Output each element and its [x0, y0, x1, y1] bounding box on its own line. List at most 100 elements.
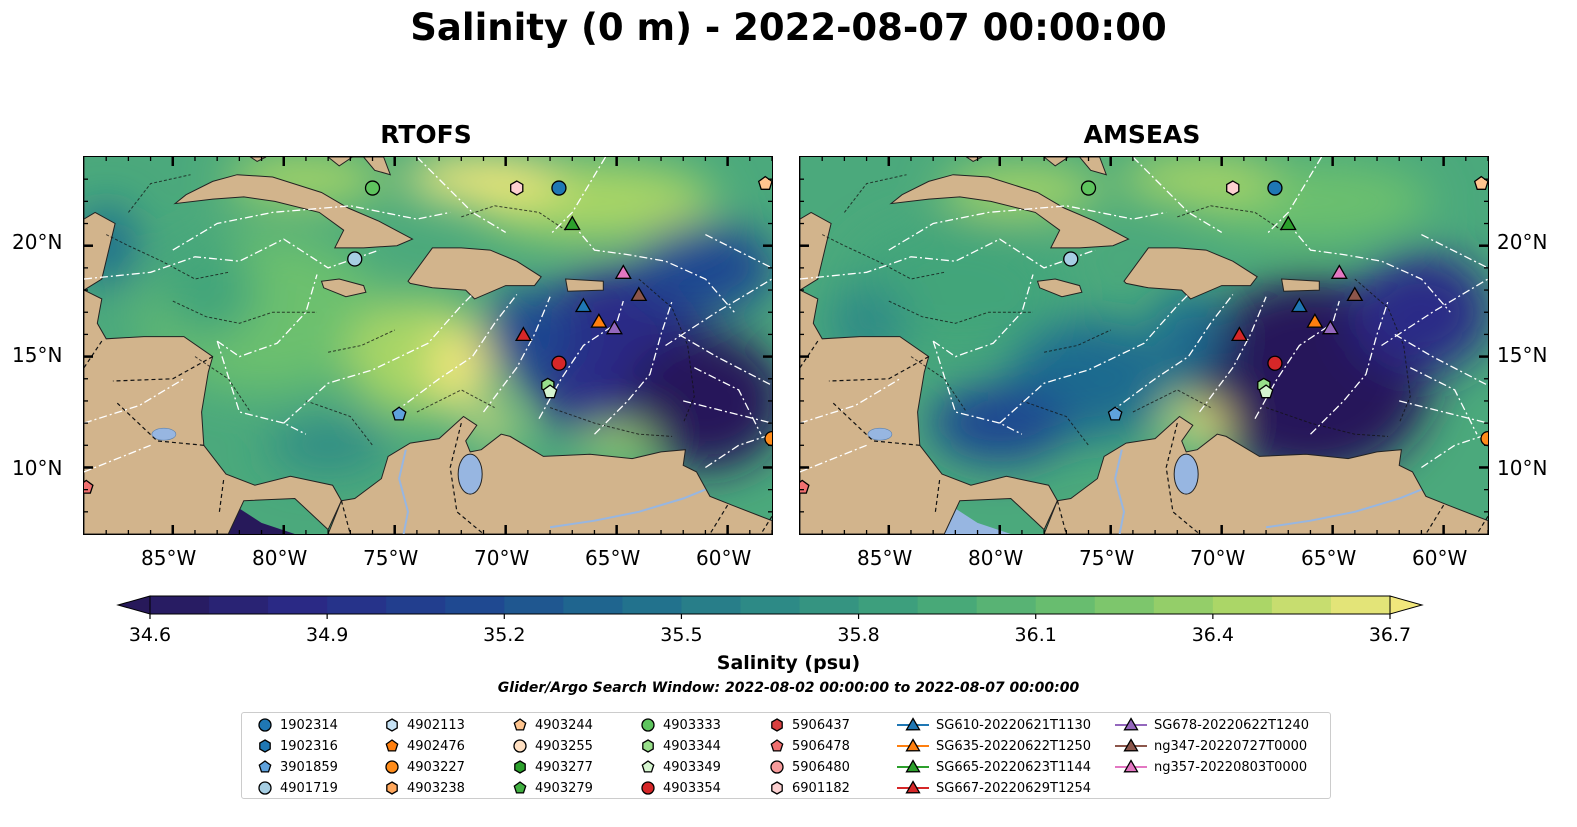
lat-tick-label: 20°N	[1497, 230, 1548, 254]
marker-SG610[interactable]	[1290, 297, 1308, 313]
pentagon-marker	[258, 760, 272, 773]
circle-marker-icon	[770, 760, 784, 774]
circle-marker-icon	[258, 718, 272, 732]
marker-4903354[interactable]	[551, 355, 567, 371]
marker-SG678[interactable]	[605, 319, 623, 335]
circle-marker	[770, 760, 784, 774]
triangle-marker	[905, 759, 921, 773]
lon-tick-label: 75°W	[363, 546, 419, 570]
marker-SG667[interactable]	[514, 326, 532, 342]
marker-4903227[interactable]	[764, 430, 772, 447]
country-borders	[800, 340, 1488, 534]
marker-4903354[interactable]	[1267, 355, 1283, 371]
legend-entry: SG665-20220623T1144	[896, 758, 1091, 776]
marker-3901859[interactable]	[1107, 406, 1123, 421]
eez-line	[482, 296, 551, 413]
colorbar-segment	[1094, 596, 1155, 614]
marker-1902314[interactable]	[1267, 180, 1283, 196]
eez-line	[683, 400, 772, 424]
colorbar-segment	[858, 596, 919, 614]
marker-SG635[interactable]	[1306, 313, 1324, 328]
country-border	[1425, 504, 1445, 534]
colorbar-segment	[1330, 596, 1391, 614]
land-puertoRico	[564, 278, 604, 292]
marker-ng357[interactable]	[1330, 264, 1348, 279]
depth-contour	[128, 174, 191, 213]
marker-4903227[interactable]	[1480, 430, 1488, 447]
marker-SG635[interactable]	[590, 313, 608, 328]
circle-marker-icon	[513, 739, 527, 753]
legend-label: 4903354	[663, 780, 721, 796]
eez-line	[1381, 278, 1488, 347]
legend-label: SG610-20220621T1130	[936, 717, 1092, 733]
marker-4903349[interactable]	[1258, 384, 1274, 399]
eez-line	[705, 234, 772, 269]
hexagon-marker	[386, 718, 398, 732]
lon-tick-label: 80°W	[252, 546, 308, 570]
legend-label: 1902314	[280, 717, 338, 733]
legend-label: 5906478	[792, 738, 850, 754]
triangle-marker-icon	[1115, 717, 1147, 731]
legend-label: 1902316	[280, 738, 338, 754]
marker-4903333[interactable]	[1080, 180, 1097, 196]
hexagon-marker-icon	[386, 718, 398, 732]
marker-ng347[interactable]	[1346, 286, 1364, 302]
marker-1902314[interactable]	[551, 180, 567, 196]
eez-line	[538, 300, 624, 420]
pentagon-marker	[641, 760, 655, 773]
eez-line	[594, 300, 673, 435]
river	[549, 488, 706, 529]
triangle-marker-icon	[1115, 759, 1147, 773]
pentagon-marker-icon	[641, 760, 655, 773]
colorbar-segment	[622, 596, 682, 614]
marker-4903333[interactable]	[364, 180, 381, 196]
marker-ng347[interactable]	[630, 286, 648, 302]
map-rtofs[interactable]	[83, 156, 773, 535]
marker-6901182[interactable]	[510, 180, 524, 196]
marker-4901719[interactable]	[1063, 251, 1079, 267]
circle-marker	[385, 760, 399, 774]
colorbar-tick-label: 35.5	[660, 624, 702, 646]
eez-line	[1110, 294, 1234, 413]
marker-SG665[interactable]	[563, 215, 581, 231]
legend-entry: 4903227	[383, 758, 465, 776]
map-amseas[interactable]	[799, 156, 1489, 535]
eez-line	[84, 444, 151, 473]
legend-label: 5906480	[792, 759, 850, 775]
depth-contour	[638, 278, 695, 424]
marker-6901182[interactable]	[1226, 180, 1240, 196]
depth-contour	[461, 205, 566, 231]
marker-SG678[interactable]	[1321, 319, 1339, 335]
pentagon-marker-icon	[258, 760, 272, 773]
legend-label: 4903244	[535, 717, 593, 733]
legend-label: 4903333	[663, 717, 721, 733]
eez-boundaries	[800, 157, 1488, 473]
triangle-marker	[905, 717, 921, 731]
eez-line	[800, 444, 867, 473]
legend-label: SG667-20220629T1254	[936, 780, 1092, 796]
legend-label: 4902113	[407, 717, 465, 733]
legend-entry: SG667-20220629T1254	[896, 779, 1091, 797]
marker-SG665[interactable]	[1279, 215, 1297, 231]
eez-line	[1410, 367, 1478, 435]
marker-ng357[interactable]	[614, 264, 632, 279]
marker-4903349[interactable]	[542, 384, 558, 399]
marker-4901719[interactable]	[347, 251, 363, 267]
legend-label: 4903255	[535, 738, 593, 754]
triangle-marker-icon	[897, 738, 929, 752]
colorbar-segment	[740, 596, 801, 614]
eez-line	[800, 238, 1096, 280]
country-border	[800, 340, 819, 369]
circle-marker-icon	[641, 718, 655, 732]
depth-contour	[305, 400, 373, 446]
depth-contour	[105, 234, 229, 280]
colorbar-tick-label: 36.7	[1369, 624, 1411, 646]
land-hispaniola	[1123, 247, 1258, 300]
panel-title-rtofs: RTOFS	[380, 120, 472, 149]
marker-SG667[interactable]	[1230, 326, 1248, 342]
legend-entry: 4901719	[256, 779, 338, 797]
legend-label: 4903349	[663, 759, 721, 775]
marker-3901859[interactable]	[391, 406, 407, 421]
marker-SG610[interactable]	[574, 297, 592, 313]
eez-line	[888, 205, 1167, 251]
